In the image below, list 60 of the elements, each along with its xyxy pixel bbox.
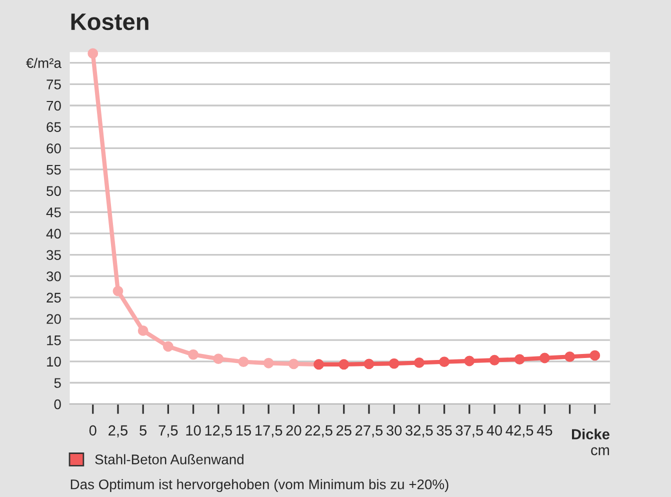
x-tick-label: 40 [486,425,502,436]
chart-title: Kosten [71,14,148,30]
x-tick-label: 2,5 [108,425,128,438]
point [564,352,575,362]
legend-label: Stahl-Beton Außenwand [95,454,244,464]
x-axis-title: Dicke cm [572,428,610,456]
point [338,359,350,370]
x-tick-label: 30 [386,425,402,436]
point [388,358,400,369]
point [590,350,600,361]
x-tick-label: 0 [89,425,96,436]
x-tick-label: 5 [140,425,147,436]
x-tick-label: 42,5 [506,425,534,438]
y-tick-label: 50 [46,186,61,196]
x-tick-label: 10 [186,425,201,436]
x-tick-label: 27,5 [356,425,383,438]
x-tick-label: 37,5 [456,425,483,438]
x-tick-label: 45 [536,425,552,436]
point [138,325,148,336]
point [263,358,274,368]
y-tick-label: 10 [47,356,61,367]
y-tick-label: 5 [54,378,61,388]
y-tick-label: 35 [46,250,61,260]
point [439,356,450,368]
x-tick-label: 35 [436,425,452,436]
x-tick-label: 15 [236,425,251,436]
point [238,356,249,368]
x-tick-label: 25 [336,425,352,436]
y-tick-label: 65 [46,122,61,132]
point [88,48,98,59]
x-tick-label: 7,5 [158,425,178,438]
x-tick-label: 20 [286,425,302,436]
point [464,356,475,366]
x-tick-label: 12,5 [205,425,232,438]
text: Das Optimum ist hervorgehoben (vom Minimum bis zu +20%) [70,479,448,492]
y-tick-label: 30 [46,271,61,282]
point [162,341,174,352]
point [213,354,224,364]
y-tick-label: 55 [46,164,61,175]
y-tick-label: €/m²a [26,58,62,68]
point [288,358,299,370]
point [414,357,424,368]
x-tick-label: 17,5 [256,425,282,438]
point [188,349,198,360]
y-tick-label: 75 [46,80,61,90]
y-tick-label: 0 [54,399,61,410]
y-tick-label: 70 [46,100,61,111]
y-tick-label: 15 [47,336,61,346]
y-tick-label: 25 [46,292,61,303]
point [514,354,525,364]
point [539,352,550,364]
y-tick-label: 60 [46,143,61,154]
point [364,358,374,370]
x-tick-label: 32,5 [406,425,433,438]
point [489,354,500,366]
x-tick-label: 22,5 [305,425,332,438]
point [112,286,124,296]
y-tick-label: 40 [46,228,61,239]
y-tick-label: 20 [46,314,61,324]
y-tick-label: 45 [46,208,61,218]
